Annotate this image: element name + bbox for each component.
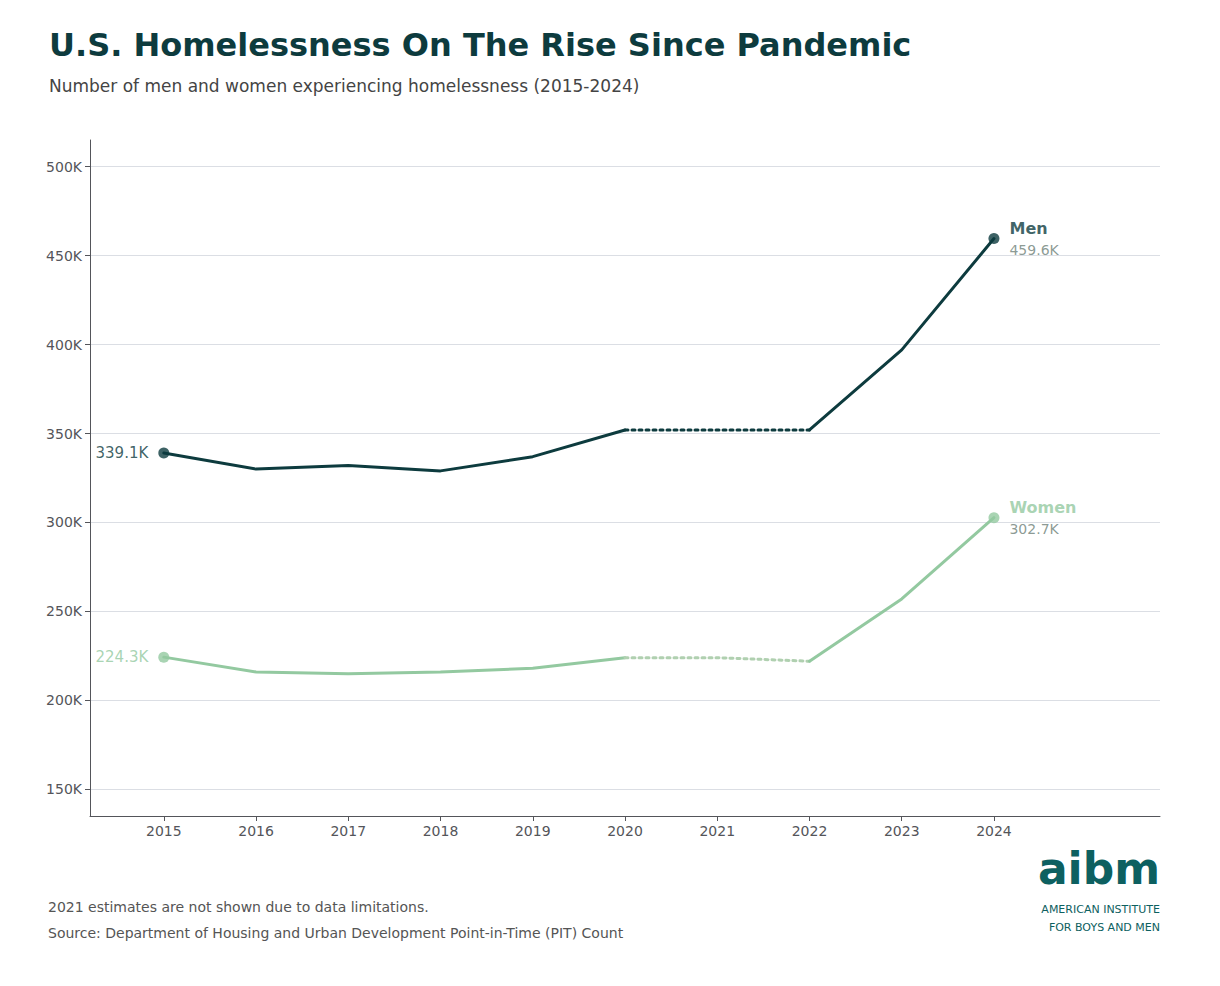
svg-text:350K: 350K: [46, 426, 83, 442]
svg-text:2016: 2016: [238, 823, 274, 839]
svg-text:500K: 500K: [46, 159, 83, 175]
svg-text:Number of men and women experi: Number of men and women experiencing hom…: [49, 76, 639, 96]
svg-text:302.7K: 302.7K: [1009, 521, 1059, 537]
svg-text:200K: 200K: [46, 692, 83, 708]
svg-text:FOR BOYS AND MEN: FOR BOYS AND MEN: [1049, 921, 1160, 934]
svg-text:2021 estimates are not shown d: 2021 estimates are not shown due to data…: [48, 899, 429, 915]
svg-text:150K: 150K: [46, 781, 83, 797]
svg-text:AMERICAN INSTITUTE: AMERICAN INSTITUTE: [1041, 903, 1160, 916]
svg-text:2022: 2022: [792, 823, 828, 839]
svg-text:2024: 2024: [976, 823, 1012, 839]
svg-text:2015: 2015: [146, 823, 182, 839]
svg-text:2018: 2018: [423, 823, 459, 839]
svg-text:2020: 2020: [607, 823, 643, 839]
svg-text:Women: Women: [1009, 498, 1076, 517]
svg-text:339.1K: 339.1K: [96, 444, 150, 462]
svg-text:U.S. Homelessness On The Rise: U.S. Homelessness On The Rise Since Pand…: [49, 26, 911, 64]
svg-text:459.6K: 459.6K: [1009, 242, 1059, 258]
svg-text:2019: 2019: [515, 823, 551, 839]
svg-text:Men: Men: [1009, 219, 1047, 238]
svg-text:2021: 2021: [699, 823, 735, 839]
svg-text:250K: 250K: [46, 603, 83, 619]
svg-text:2017: 2017: [330, 823, 366, 839]
svg-text:224.3K: 224.3K: [96, 648, 150, 666]
svg-text:aibm: aibm: [1038, 843, 1160, 894]
svg-text:300K: 300K: [46, 514, 83, 530]
svg-text:400K: 400K: [46, 337, 83, 353]
svg-text:2023: 2023: [884, 823, 920, 839]
svg-text:Source: Department of Housing: Source: Department of Housing and Urban …: [48, 925, 624, 941]
svg-text:450K: 450K: [46, 248, 83, 264]
